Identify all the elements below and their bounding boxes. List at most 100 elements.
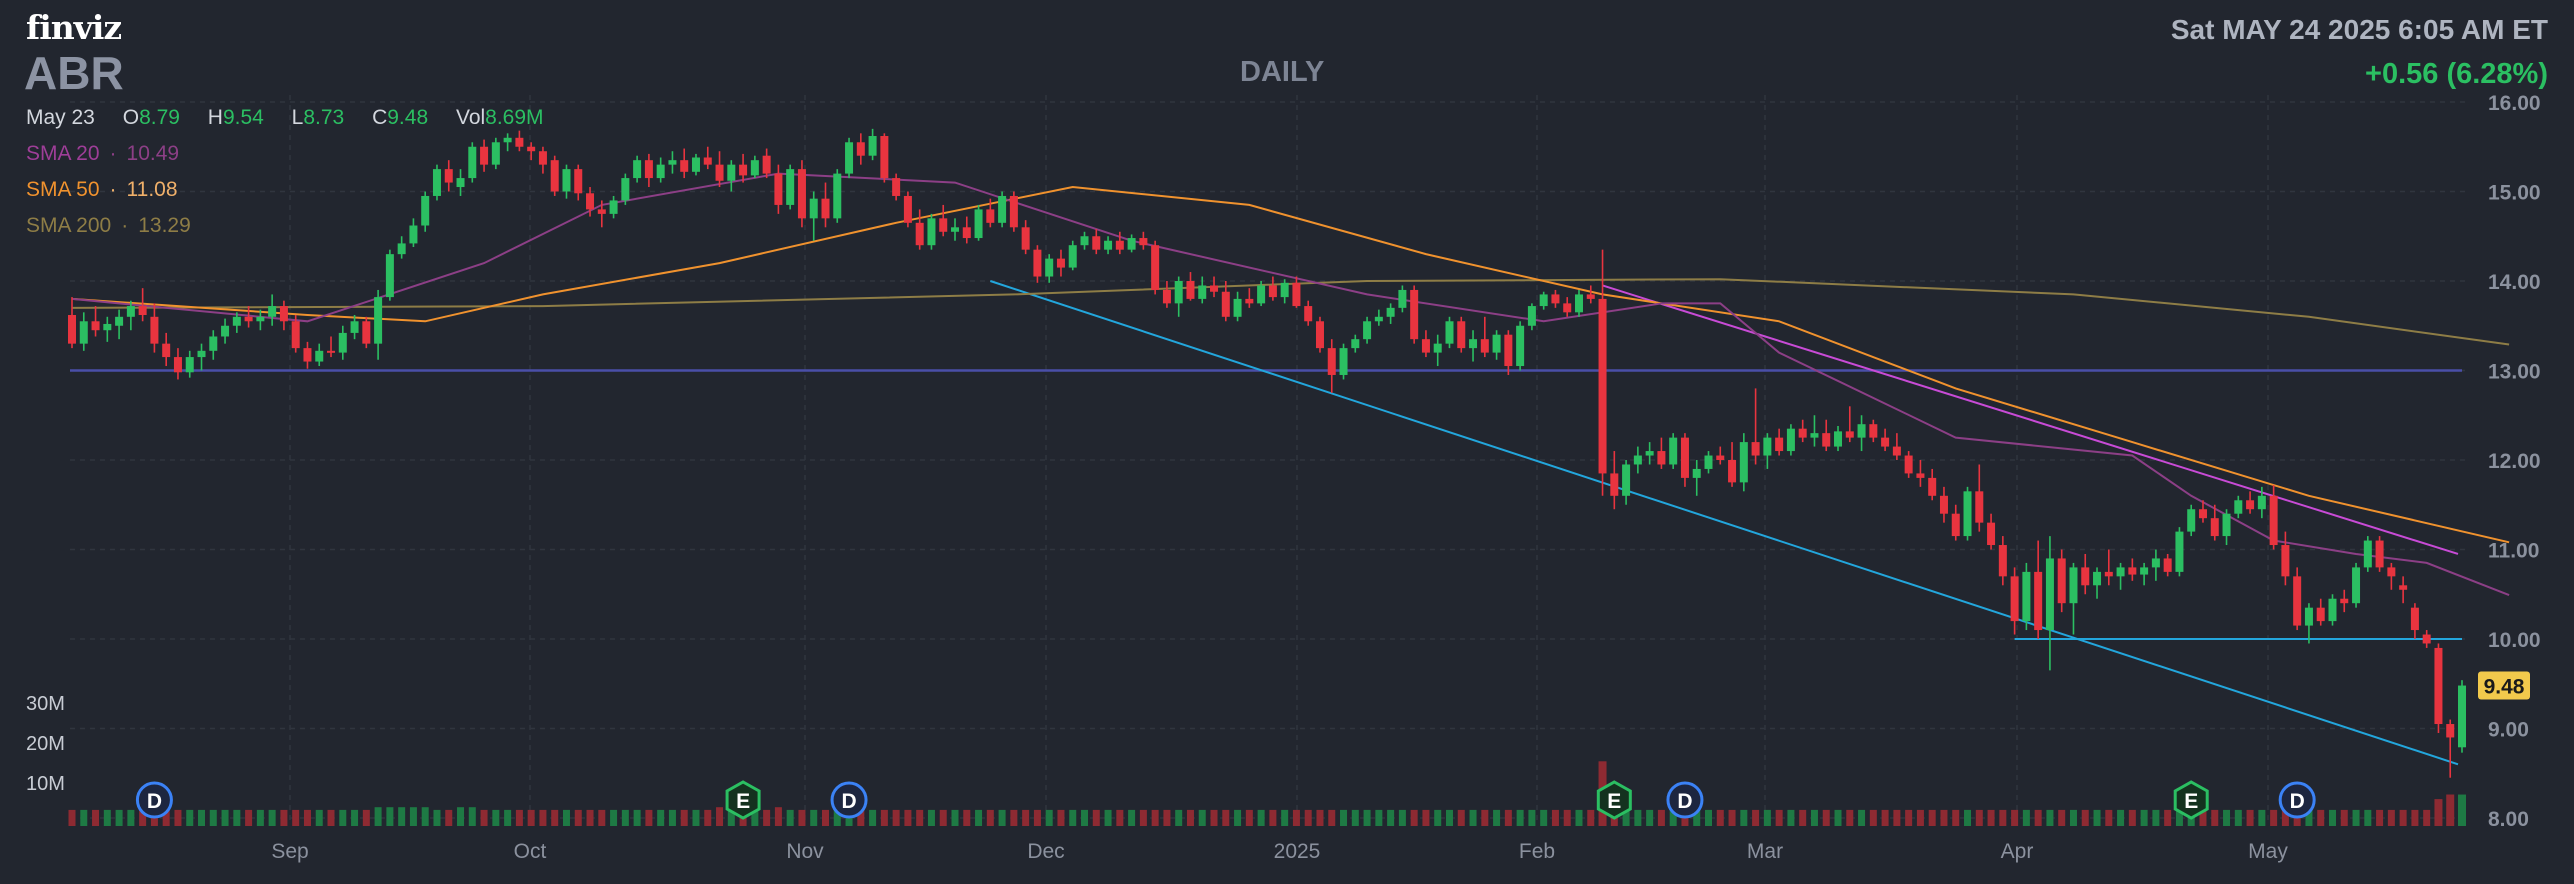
candle-body: [2104, 571, 2113, 577]
sma200-line: [71, 278, 2510, 346]
candle-body: [480, 146, 489, 165]
volume-bar: [1292, 809, 1300, 826]
volume-bar: [280, 809, 288, 826]
candle-body: [1704, 455, 1713, 469]
candle-body: [562, 169, 571, 192]
volume-bar: [1905, 809, 1913, 826]
candle-body: [1492, 334, 1501, 353]
volume-bar: [551, 809, 559, 826]
volume-bar: [1010, 809, 1018, 826]
candle-body: [1151, 245, 1160, 290]
volume-bar: [1587, 809, 1595, 826]
candle-body: [1504, 334, 1513, 367]
x-tick-label: May: [2248, 840, 2288, 863]
candle-body: [2187, 509, 2196, 532]
finviz-logo[interactable]: finviz: [26, 8, 122, 47]
volume-bar: [1375, 809, 1383, 826]
volume-bar: [1022, 809, 1030, 826]
candle-body: [1127, 238, 1136, 250]
candle-body: [185, 357, 194, 373]
dividend-marker-label: D: [1677, 790, 1692, 813]
candle-body: [491, 142, 500, 165]
sma20-value: 10.49: [126, 142, 180, 165]
candle-body: [1233, 298, 1242, 317]
candle-body: [2034, 571, 2043, 631]
volume-bar: [1316, 809, 1324, 826]
volume-bar: [2258, 809, 2266, 826]
volume-bar: [457, 807, 465, 826]
candle-body: [2269, 495, 2278, 546]
candle-body: [1198, 285, 1207, 299]
volume-bar: [198, 809, 206, 826]
volume-bar: [2046, 809, 2054, 826]
candle-body: [338, 332, 347, 353]
candle-body: [1586, 294, 1595, 299]
volume-bar: [904, 809, 912, 826]
volume-bar: [1646, 809, 1654, 826]
volume-bar: [1869, 809, 1877, 826]
candle-body: [856, 142, 865, 156]
volume-bar: [339, 809, 347, 826]
volume-bar: [2199, 809, 2207, 826]
candle-body: [939, 218, 948, 232]
x-tick-label: Nov: [786, 840, 824, 863]
candle-body: [550, 160, 559, 192]
volume-bar: [1457, 809, 1465, 826]
volume-bar: [798, 809, 806, 826]
sma50-legend: SMA 50 · 11.08: [26, 178, 178, 202]
volume-value: 8.69M: [485, 106, 544, 129]
volume-tick-label: 10M: [26, 773, 65, 795]
sma20-sep: ·: [109, 142, 117, 165]
candle-body: [2328, 598, 2337, 622]
candle-body: [2387, 567, 2396, 577]
sma20-label: SMA 20: [26, 142, 100, 165]
volume-bar: [610, 809, 618, 826]
candle-body: [774, 173, 783, 205]
volume-bar: [751, 807, 759, 826]
volume-bar: [256, 809, 264, 826]
high-value: 9.54: [222, 106, 264, 129]
x-tick-label: Sep: [271, 840, 308, 863]
volume-bar: [1481, 809, 1489, 826]
volume-bar: [1763, 809, 1771, 826]
volume-bar: [727, 807, 735, 826]
candle-body: [2352, 567, 2361, 604]
candle-body: [279, 306, 288, 322]
volume-bar: [315, 809, 323, 826]
candle-body: [1622, 464, 1631, 496]
candle-body: [1633, 455, 1642, 465]
sma200-legend: SMA 200 · 13.29: [26, 214, 191, 238]
x-tick-label: Oct: [514, 840, 547, 863]
volume-bar: [1081, 809, 1089, 826]
candle-body: [2257, 495, 2266, 510]
earnings-marker: [725, 780, 761, 820]
candle-body: [2363, 540, 2372, 568]
volume-bar: [1940, 809, 1948, 826]
volume-bar: [1033, 809, 1041, 826]
candle-body: [291, 321, 300, 349]
candle-body: [2340, 598, 2349, 604]
candle-body: [1245, 298, 1254, 304]
volume-bar: [2175, 809, 2183, 826]
volume-bar: [68, 809, 76, 826]
volume-bar: [162, 807, 170, 826]
volume-bar: [1410, 809, 1418, 826]
volume-bar: [492, 809, 500, 826]
candle-body: [2234, 500, 2243, 514]
dividend-marker-label: D: [2290, 790, 2305, 813]
candle-body: [1716, 455, 1725, 460]
candle-body: [1469, 339, 1478, 349]
volume-bar: [1716, 809, 1724, 826]
candle-body: [903, 195, 912, 223]
volume-bar: [1045, 809, 1053, 826]
volume-bar: [1387, 809, 1395, 826]
candle-body: [468, 146, 477, 179]
sma50-line: [71, 185, 2510, 544]
candle-body: [350, 321, 359, 333]
volume-bar: [951, 809, 959, 826]
candle-body: [2022, 571, 2031, 622]
sma50-label: SMA 50: [26, 178, 100, 201]
y-tick-label: 16.00: [2488, 92, 2541, 115]
volume-bar: [2069, 809, 2077, 826]
volume-bar: [245, 809, 253, 826]
